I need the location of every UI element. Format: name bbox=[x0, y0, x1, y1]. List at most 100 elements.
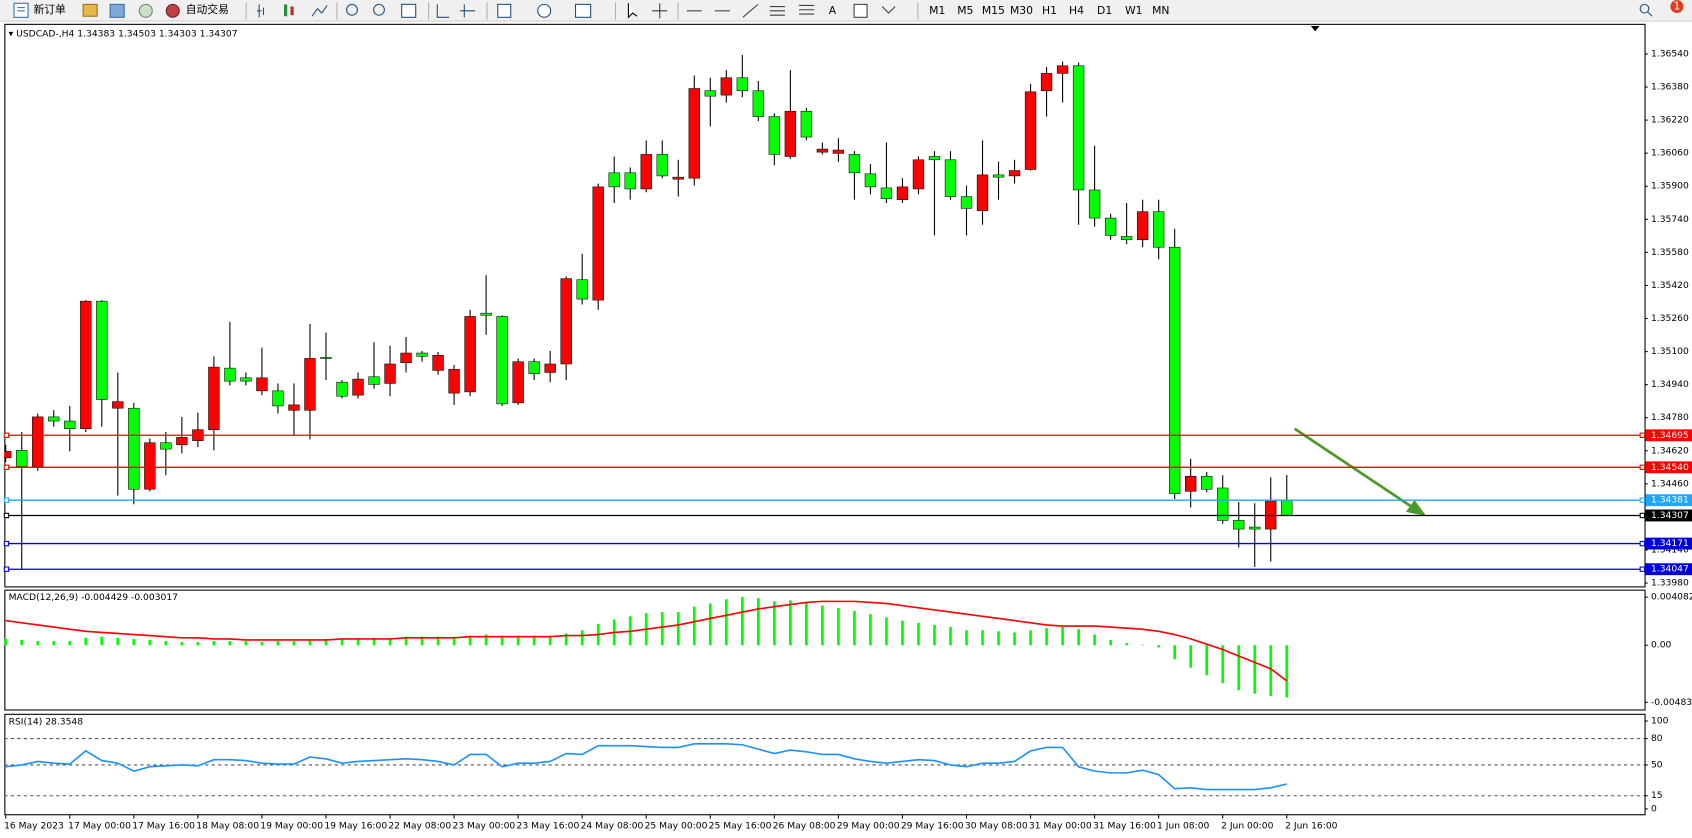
macd-bar bbox=[789, 600, 792, 646]
candle-body bbox=[384, 363, 396, 384]
macd-bar bbox=[420, 636, 424, 646]
notification-count: 1 bbox=[1673, 0, 1680, 13]
toolbar: 新订单 自动交易 A bbox=[0, 0, 1692, 22]
icon[interactable] bbox=[138, 3, 153, 18]
x-tick-label: 19 May 00:00 bbox=[260, 821, 323, 832]
macd-bar bbox=[997, 631, 1000, 646]
timeframe-button[interactable]: H1 bbox=[1042, 4, 1057, 17]
candle-body bbox=[800, 110, 813, 138]
y-tick-label: 1.34940 bbox=[1651, 379, 1689, 390]
bar-chart-icon[interactable] bbox=[256, 4, 265, 18]
arrows-tool[interactable] bbox=[881, 6, 896, 14]
macd-bar bbox=[308, 639, 312, 646]
macd-bar bbox=[1205, 645, 1209, 676]
candle-body bbox=[4, 451, 12, 459]
candle-body bbox=[336, 381, 348, 397]
button-label: 自动交易 bbox=[186, 3, 229, 16]
toolbar-bg bbox=[0, 0, 1692, 22]
auto-trading-button[interactable]: 自动交易 bbox=[165, 3, 229, 18]
timeframe-button[interactable]: D1 bbox=[1097, 4, 1112, 17]
candle-body bbox=[1120, 236, 1133, 241]
text-tool[interactable]: A bbox=[829, 4, 837, 17]
zoom-out-icon[interactable] bbox=[373, 3, 385, 16]
candle-body bbox=[992, 174, 1005, 178]
candle-body bbox=[288, 404, 300, 411]
timeframe-button[interactable]: MN bbox=[1152, 4, 1169, 17]
timeframe-button[interactable]: M1 bbox=[929, 4, 945, 17]
x-tick-label: 19 May 16:00 bbox=[324, 821, 387, 832]
candle-body bbox=[224, 367, 236, 382]
candle-body bbox=[272, 390, 284, 407]
candle-icon[interactable] bbox=[283, 4, 288, 17]
x-tick-label: 30 May 08:00 bbox=[965, 821, 1028, 832]
macd-bar bbox=[516, 635, 520, 646]
candle-body bbox=[256, 377, 268, 392]
trendline-icon[interactable] bbox=[742, 3, 759, 18]
candle-body bbox=[1281, 499, 1293, 516]
y-tick-label: 50 bbox=[1651, 759, 1663, 770]
icon[interactable] bbox=[82, 3, 98, 17]
cursor-icon[interactable] bbox=[627, 3, 638, 19]
macd-bar bbox=[500, 635, 504, 646]
timeframe-button[interactable]: M15 bbox=[982, 4, 1005, 17]
shift-marker bbox=[1310, 25, 1320, 32]
candle-body bbox=[1072, 65, 1085, 191]
y-tick-label: 100 bbox=[1651, 716, 1669, 727]
candle-icon[interactable] bbox=[290, 6, 294, 16]
candle-body bbox=[400, 352, 412, 364]
y-tick-label: 0.004082 bbox=[1651, 592, 1692, 603]
candle-body bbox=[592, 186, 604, 301]
indicator-name: MACD(12,26,9) bbox=[9, 592, 79, 603]
shift-icon[interactable] bbox=[459, 4, 476, 18]
macd-bar bbox=[532, 635, 536, 646]
label-tool[interactable] bbox=[853, 3, 868, 18]
candle-body bbox=[128, 407, 140, 490]
x-tick-label: 23 May 00:00 bbox=[452, 821, 515, 832]
current-price-line-label-box bbox=[1645, 509, 1692, 522]
line-chart-icon[interactable] bbox=[311, 5, 328, 17]
timeframe-button[interactable]: M5 bbox=[957, 4, 973, 17]
trend-arrow bbox=[1293, 427, 1427, 517]
macd-bar bbox=[4, 638, 8, 646]
candle-body bbox=[112, 401, 124, 409]
x-tick-label: 31 May 00:00 bbox=[1029, 821, 1092, 832]
macd-bar bbox=[356, 638, 360, 646]
signal-value: -0.003017 bbox=[131, 592, 178, 603]
y-tick-label: 1.36220 bbox=[1651, 115, 1689, 126]
periods-icon[interactable] bbox=[537, 3, 552, 18]
channel-icon[interactable] bbox=[769, 5, 785, 16]
macd-bar bbox=[901, 620, 904, 646]
horizontal-line-label-box bbox=[1645, 461, 1692, 474]
zoom-in-icon[interactable] bbox=[346, 3, 358, 16]
candle-body bbox=[352, 378, 364, 396]
macd-bar bbox=[116, 637, 120, 646]
horizontal-line-handle bbox=[1639, 566, 1646, 572]
indicators-icon[interactable] bbox=[497, 3, 512, 18]
macd-bar bbox=[404, 636, 408, 646]
macd-value: -0.004429 bbox=[81, 592, 128, 603]
crosshair-icon[interactable] bbox=[652, 3, 668, 19]
macd-bar bbox=[324, 638, 328, 646]
tile-icon[interactable] bbox=[401, 3, 417, 18]
header-arrow: ▾ bbox=[9, 28, 17, 39]
macd-bar bbox=[708, 603, 712, 646]
new-order-button[interactable]: 新订单 bbox=[13, 2, 66, 18]
timeframe-button[interactable]: M30 bbox=[1010, 4, 1033, 17]
icon[interactable] bbox=[109, 3, 125, 18]
notification-badge[interactable] bbox=[1670, 0, 1684, 14]
search-icon[interactable] bbox=[1639, 3, 1650, 14]
fibo-icon[interactable] bbox=[799, 4, 815, 15]
candle-body bbox=[896, 186, 909, 200]
macd-bar bbox=[276, 641, 280, 646]
templates-icon[interactable] bbox=[574, 3, 592, 18]
x-tick-label: 26 May 08:00 bbox=[773, 821, 836, 832]
timeframe-button[interactable]: W1 bbox=[1125, 4, 1143, 17]
y-tick-label: 1.35260 bbox=[1651, 313, 1689, 324]
x-tick-label: 2 Jun 16:00 bbox=[1285, 821, 1338, 832]
candle-body bbox=[832, 149, 845, 154]
autoscroll-icon[interactable] bbox=[436, 4, 450, 18]
macd-bar bbox=[1221, 645, 1225, 683]
timeframe-button[interactable]: H4 bbox=[1069, 4, 1084, 17]
candle-body bbox=[1104, 217, 1117, 236]
y-tick-label: 1.36380 bbox=[1651, 82, 1689, 93]
